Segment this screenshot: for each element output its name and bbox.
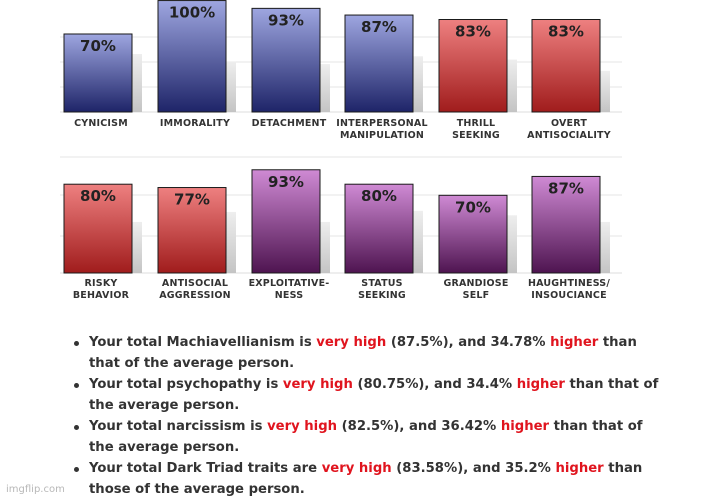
average-bar [224,61,236,112]
score-bar [531,175,601,274]
category-label: OVERT [551,118,587,129]
bar-value-label: 100% [169,4,215,22]
results-summary-list: Your total Machiavellianism is very high… [70,332,670,500]
score-bar [251,169,321,274]
summary-text: (82.5%), and 36.42% [337,419,501,434]
level-highlight: very high [282,377,353,392]
summary-item: Your total Dark Triad traits are very hi… [70,458,670,500]
category-label: GRANDIOSE [443,278,508,289]
bar-value-label: 93% [268,11,304,29]
bar-value-label: 83% [548,23,584,41]
category-label: INTERPERSONAL [336,118,427,129]
average-bar [505,215,517,273]
average-bar [224,211,236,273]
score-bar [438,19,508,113]
category-label: SELF [463,290,490,301]
category-label: SEEKING [358,290,406,301]
summary-text: Your total Machiavellianism is [89,335,317,350]
level-highlight: very high [267,419,338,434]
summary-text: than that of the average person. [89,335,637,371]
category-label: DETACHMENT [252,118,327,129]
average-bar [598,221,610,273]
category-label: IMMORALITY [160,118,230,129]
average-bar [505,59,517,112]
bar-value-label: 77% [174,191,210,209]
summary-text: (83.58%), and 35.2% [391,461,556,476]
direction-highlight: higher [500,419,550,434]
imgflip-watermark: imgflip.com [6,484,65,495]
summary-text: (87.5%), and 34.78% [386,335,551,350]
category-label: RISKY [85,278,118,289]
level-highlight: very high [321,461,392,476]
bar-value-label: 80% [361,187,397,205]
score-bar [344,183,414,274]
average-bar [411,56,423,112]
score-bar [63,33,133,113]
average-bar [130,54,142,112]
direction-highlight: higher [550,335,599,350]
score-bar [157,187,227,274]
summary-text: than that of the average person. [89,377,659,413]
category-label: EXPLOITATIVE- [249,278,330,289]
category-label: CYNICISM [74,118,128,129]
category-label: BEHAVIOR [73,290,130,301]
category-label: ANTISOCIAL [162,278,228,289]
average-bar [130,221,142,273]
bar-value-label: 70% [80,37,116,55]
bar-value-label: 80% [80,187,116,205]
bar-value-label: 87% [361,18,397,36]
bar-value-label: 87% [548,179,584,197]
summary-text: Your total psychopathy is [89,377,283,392]
summary-item: Your total narcissism is very high (82.5… [70,416,670,458]
score-bar [438,194,508,274]
direction-highlight: higher [516,377,565,392]
summary-item: Your total Machiavellianism is very high… [70,332,670,374]
category-label: INSOUCIANCE [531,290,607,301]
category-label: THRILL [457,118,496,129]
level-highlight: very high [316,335,387,350]
score-bar [157,0,227,113]
category-label: ANTISOCIALITY [527,130,611,141]
score-bar [344,14,414,113]
summary-text: Your total narcissism is [89,419,268,434]
category-label: NESS [275,290,304,301]
bar-value-label: 93% [268,173,304,191]
score-bar [63,183,133,274]
summary-text: (80.75%), and 34.4% [352,377,517,392]
average-bar [598,70,610,112]
average-bar [318,221,330,273]
score-bar [531,19,601,113]
dark-triad-bar-charts: 70% CYNICISM 100% IMMORALITY 93% DETACHMENT 87… [60,0,622,301]
category-label: AGGRESSION [159,290,231,301]
category-label: STATUS [361,278,402,289]
category-label: SEEKING [452,130,500,141]
category-label: HAUGHTINESS/ [528,278,610,289]
chart-panel-1: 70% CYNICISM 100% IMMORALITY 93% DETACHMENT 87… [60,0,622,141]
summary-text: than that of the average person. [89,419,643,455]
direction-highlight: higher [555,461,604,476]
score-bar [251,7,321,113]
bar-value-label: 83% [455,23,491,41]
summary-text: Your total Dark Triad traits are [89,461,322,476]
average-bar [411,210,423,273]
category-label: MANIPULATION [340,130,424,141]
bar-value-label: 70% [455,198,491,216]
average-bar [318,64,330,112]
summary-item: Your total psychopathy is very high (80.… [70,374,670,416]
summary-text: than those of the average person. [89,461,643,497]
